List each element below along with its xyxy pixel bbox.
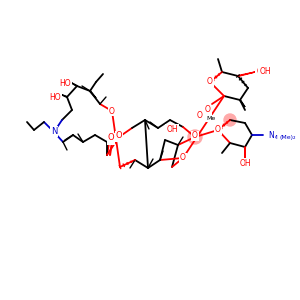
- Text: O: O: [197, 110, 203, 119]
- Text: O: O: [108, 134, 114, 143]
- Circle shape: [224, 114, 236, 126]
- Text: Me: Me: [206, 116, 215, 121]
- Polygon shape: [60, 94, 67, 98]
- Text: OH: OH: [239, 160, 251, 169]
- Text: O: O: [192, 131, 198, 140]
- Text: N: N: [51, 127, 57, 136]
- Text: (Me)₂: (Me)₂: [279, 136, 296, 140]
- Text: OH: OH: [166, 124, 178, 134]
- Polygon shape: [70, 82, 77, 86]
- Polygon shape: [90, 91, 96, 98]
- Text: O: O: [205, 106, 211, 115]
- Text: HO: HO: [59, 79, 71, 88]
- Text: N: N: [268, 130, 274, 140]
- Text: (Me)₂: (Me)₂: [271, 136, 287, 140]
- Text: O: O: [108, 134, 114, 142]
- Polygon shape: [240, 100, 245, 107]
- Text: O: O: [109, 106, 115, 116]
- Text: O: O: [215, 125, 221, 134]
- Text: O: O: [207, 77, 213, 86]
- Text: OH: OH: [256, 68, 268, 76]
- Text: OH: OH: [239, 158, 251, 167]
- Text: N: N: [268, 130, 274, 140]
- Text: O: O: [180, 154, 186, 163]
- Text: O: O: [215, 125, 221, 134]
- Polygon shape: [238, 72, 255, 76]
- Circle shape: [188, 130, 202, 144]
- Text: HO: HO: [49, 92, 61, 101]
- Polygon shape: [244, 147, 245, 158]
- Text: OH: OH: [259, 68, 271, 76]
- Text: O: O: [207, 77, 213, 86]
- Text: O: O: [116, 131, 122, 140]
